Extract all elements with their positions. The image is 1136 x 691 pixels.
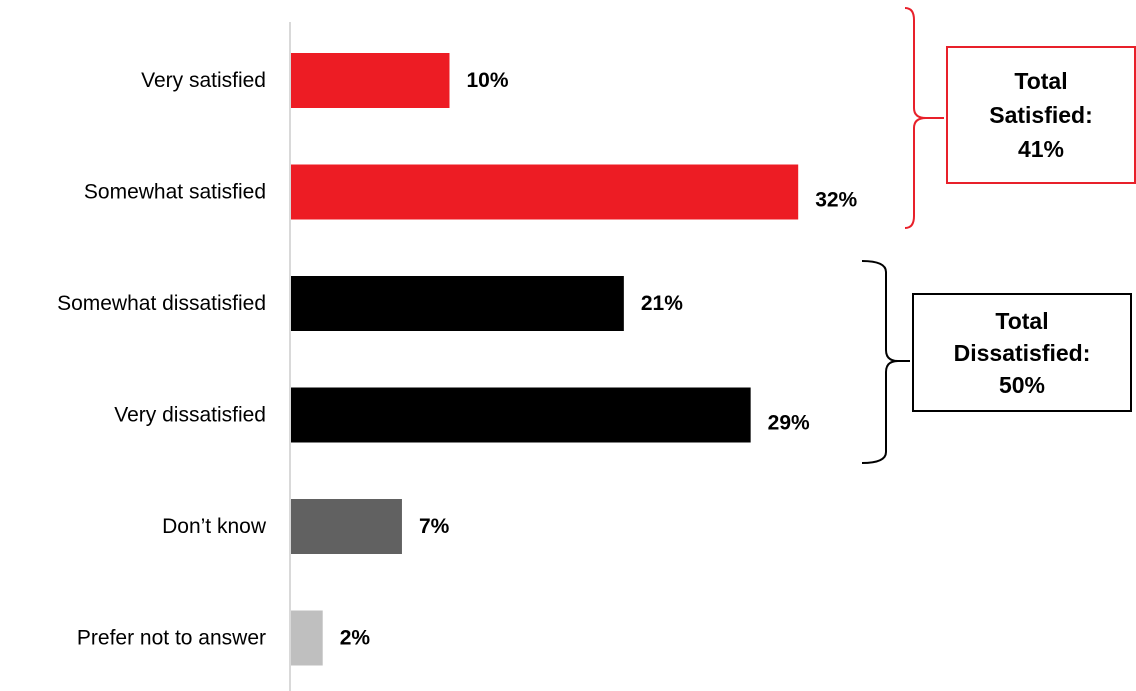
value-label: 2%	[340, 627, 371, 650]
value-label: 21%	[641, 292, 683, 315]
bar	[291, 610, 323, 666]
total-satisfied-callout: Total Satisfied: 41%	[946, 46, 1136, 184]
callout-value: 41%	[1017, 136, 1065, 162]
bar	[291, 499, 402, 554]
callout-line: Satisfied:	[989, 102, 1093, 128]
value-label: 32%	[815, 189, 857, 212]
satisfied-bracket	[904, 7, 944, 229]
dissatisfied-bracket	[861, 260, 910, 464]
bar	[291, 53, 450, 108]
category-label: Don’t know	[162, 515, 267, 538]
callout-line: Dissatisfied:	[953, 339, 1091, 366]
callout-value: 50%	[998, 371, 1046, 398]
bar	[291, 387, 751, 443]
value-label: 10%	[467, 69, 509, 92]
category-label: Somewhat dissatisfied	[57, 292, 266, 315]
bar	[291, 276, 624, 331]
value-label: 7%	[419, 515, 450, 538]
category-label: Very dissatisfied	[114, 404, 266, 427]
callout-line: Total	[995, 307, 1049, 334]
callout-line: Total	[1014, 68, 1068, 94]
category-label: Very satisfied	[141, 69, 266, 92]
category-label: Somewhat satisfied	[84, 181, 266, 204]
bar	[291, 164, 799, 220]
value-label: 29%	[768, 412, 810, 435]
total-dissatisfied-callout: Total Dissatisfied: 50%	[912, 293, 1132, 412]
category-label: Prefer not to answer	[77, 627, 266, 650]
